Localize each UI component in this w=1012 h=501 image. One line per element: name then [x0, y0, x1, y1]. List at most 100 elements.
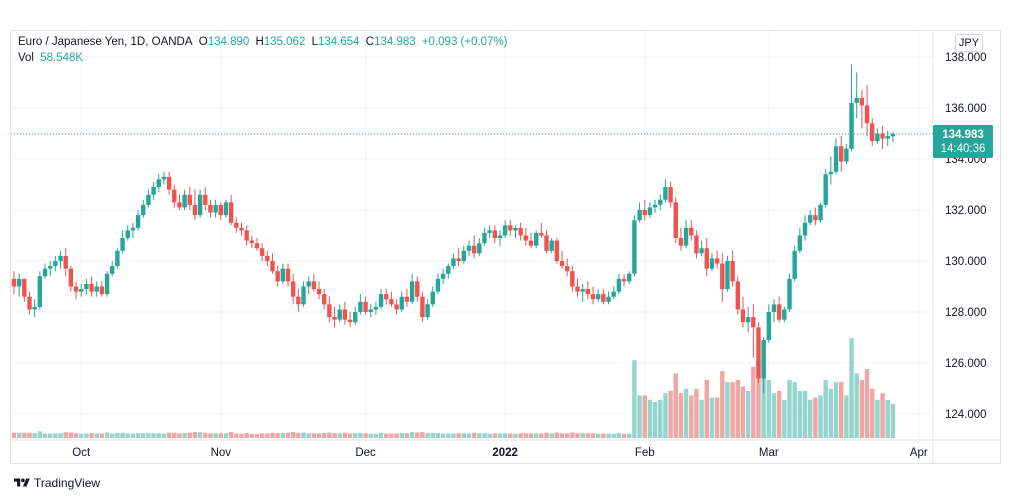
volume-bar: [53, 433, 58, 438]
candle-body: [673, 202, 678, 239]
volume-bar: [182, 433, 187, 438]
volume-bar: [761, 364, 766, 438]
candle-body: [683, 227, 689, 246]
volume-bar: [658, 399, 663, 438]
candle-body: [192, 204, 198, 216]
candle-body: [130, 227, 136, 231]
volume-bar: [446, 433, 451, 438]
volume-bar: [740, 386, 746, 438]
volume-bar: [616, 433, 622, 438]
volume-bar: [306, 433, 311, 438]
candle-body: [477, 243, 482, 254]
volume-bar: [358, 433, 363, 438]
candle-body: [564, 266, 570, 272]
candle-body: [601, 294, 606, 302]
candle-body: [110, 266, 115, 274]
x-tick-label: Nov: [211, 447, 232, 459]
high-label: H: [255, 36, 264, 48]
volume-bar: [259, 433, 265, 438]
candle-body: [570, 271, 575, 287]
candle-body: [714, 258, 720, 264]
volume-bar: [234, 433, 239, 438]
volume-bar: [885, 399, 890, 438]
volume-bar: [265, 433, 270, 438]
candle-body: [751, 317, 756, 328]
candle-body: [249, 240, 255, 244]
volume-bar: [228, 432, 234, 438]
y-tick-label: 126.000: [945, 358, 987, 370]
volume-bar: [11, 432, 17, 438]
candle-body: [647, 207, 653, 216]
volume-bar: [637, 395, 642, 438]
volume-bar: [523, 433, 529, 438]
volume-bar: [420, 432, 425, 438]
candle-body: [735, 281, 740, 310]
candle-body: [844, 148, 849, 162]
volume-bar: [844, 395, 849, 438]
candle-body: [404, 296, 410, 302]
candle-body: [146, 194, 151, 205]
candle-body: [94, 286, 99, 292]
high-value: 135.062: [263, 36, 306, 48]
candle-body: [828, 171, 834, 175]
volume-bar: [22, 432, 27, 438]
candle-body: [89, 283, 94, 292]
candle-body: [99, 286, 105, 295]
volume-bar: [192, 432, 198, 438]
volume-bar: [813, 397, 818, 438]
volume-bar: [409, 432, 415, 438]
y-tick-label: 130.000: [945, 256, 987, 268]
change-value: +0.093 (+0.07%): [421, 36, 508, 48]
candle-body: [244, 230, 249, 241]
candle-body: [420, 296, 425, 318]
candlestick-chart[interactable]: 124.000126.000128.000130.000132.000134.0…: [0, 0, 1012, 470]
candle-body: [409, 281, 415, 302]
candle-body: [637, 210, 642, 221]
open-value: 134.890: [207, 36, 250, 48]
candle-body: [58, 255, 63, 261]
candle-body: [890, 133, 896, 137]
volume-bar: [378, 433, 384, 438]
candle-body: [394, 304, 399, 310]
volume-bar: [384, 433, 389, 438]
volume-bar: [141, 433, 146, 438]
volume-bar: [399, 433, 404, 438]
volume-bar: [508, 433, 513, 438]
volume-bar: [606, 433, 611, 438]
volume-bar: [627, 433, 632, 438]
currency-button[interactable]: JPY: [955, 34, 983, 52]
candle-body: [213, 204, 218, 213]
candle-body: [368, 309, 373, 312]
volume-bar: [683, 388, 689, 438]
volume-bar: [539, 433, 544, 438]
volume-bar: [833, 382, 839, 438]
x-tick-label: 2022: [492, 447, 518, 459]
volume-bar: [611, 433, 616, 438]
candle-body: [518, 227, 523, 236]
symbol-title[interactable]: Euro / Japanese Yen, 1D, OANDA: [18, 36, 193, 48]
volume-bar: [471, 432, 477, 438]
volume-bar: [513, 433, 518, 438]
volume-bar: [575, 433, 580, 438]
candle-body: [425, 304, 430, 318]
candle-body: [539, 232, 544, 236]
volume-bar: [751, 366, 756, 438]
candle-body: [115, 250, 120, 267]
volume-bar: [621, 433, 627, 438]
candle-body: [482, 232, 487, 244]
candle-body: [776, 304, 782, 320]
volume-bar: [213, 433, 218, 438]
candle-body: [316, 289, 322, 295]
brand-name[interactable]: TradingView: [34, 476, 101, 490]
candle-body: [451, 258, 456, 267]
candle-body: [668, 187, 673, 203]
candle-body: [575, 286, 580, 292]
volume-bar: [580, 433, 585, 438]
tradingview-logo-icon[interactable]: [14, 476, 30, 490]
volume-bar: [839, 382, 844, 438]
candle-body: [492, 230, 498, 239]
volume-bar: [477, 433, 482, 438]
volume-bar: [373, 433, 379, 438]
x-tick-label: Apr: [910, 447, 928, 459]
volume-bar: [756, 360, 761, 438]
